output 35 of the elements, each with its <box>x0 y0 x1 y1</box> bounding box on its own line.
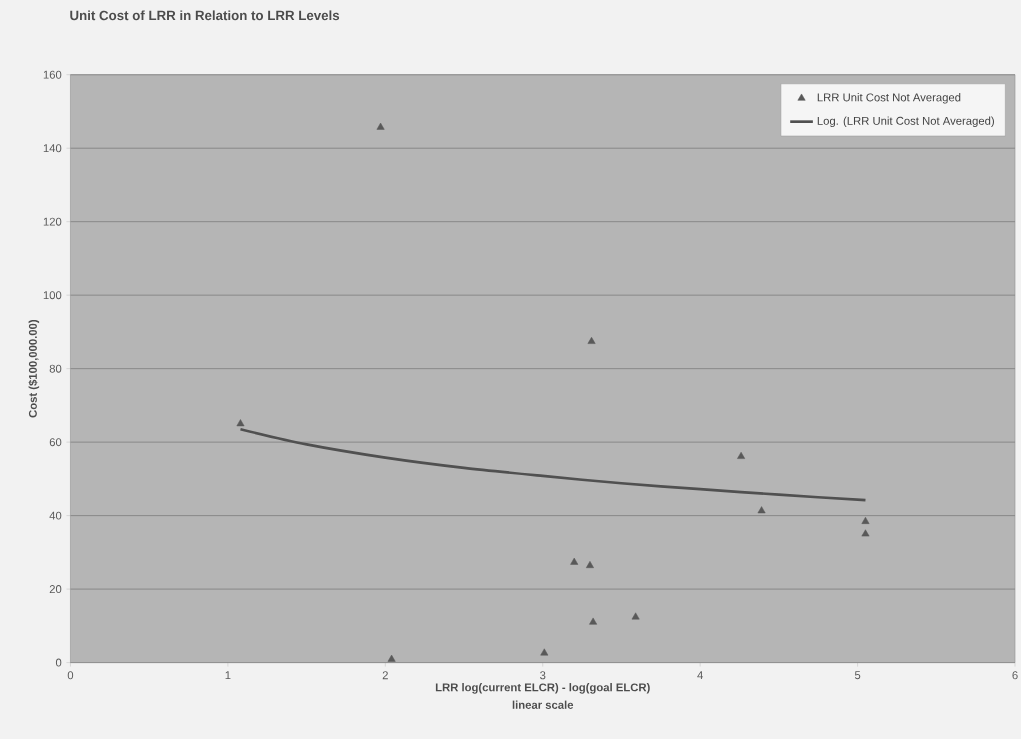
point <box>540 648 549 656</box>
point <box>737 451 746 459</box>
point <box>757 506 766 514</box>
y-tick-label: 0 <box>55 658 62 667</box>
x-tick-label: 3 <box>540 671 546 680</box>
point <box>861 516 870 524</box>
point <box>587 336 596 344</box>
point <box>570 557 579 565</box>
legend-label: Log. (LRR Unit Cost Not Averaged) <box>817 116 994 127</box>
y-tick-label: 100 <box>43 291 62 300</box>
y-tick-label: 80 <box>49 364 62 373</box>
legend-label: LRR Unit Cost Not Averaged <box>817 92 961 104</box>
point <box>589 617 598 625</box>
point <box>586 560 594 568</box>
point <box>387 654 396 662</box>
y-tick-label: 40 <box>49 511 62 520</box>
x-tick-label: 6 <box>1012 671 1018 680</box>
y-tick-label: 120 <box>43 217 62 226</box>
x-tick-label: 1 <box>225 671 231 679</box>
x-tick-label: 5 <box>854 671 861 679</box>
x-axis-title: LRR log(current ELCR) - log(goal ELCR) <box>435 682 650 694</box>
text: linear scale <box>512 700 574 709</box>
point <box>861 529 870 537</box>
x-tick-label: 2 <box>382 671 388 679</box>
y-tick-label: 20 <box>49 584 62 593</box>
x-tick-label: 4 <box>697 671 703 679</box>
x-tick-label: 0 <box>67 671 74 680</box>
y-axis-title: Cost ($100,000.00) <box>28 319 40 418</box>
point <box>631 612 640 620</box>
point <box>236 419 245 427</box>
y-tick-label: 160 <box>43 70 62 79</box>
y-tick-label: 60 <box>49 437 62 446</box>
point <box>376 122 385 130</box>
y-tick-label: 140 <box>43 144 62 153</box>
chart-title: Unit Cost of LRR in Relation to LRR Levels <box>70 10 340 20</box>
